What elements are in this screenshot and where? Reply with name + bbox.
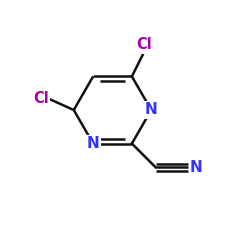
Text: N: N (145, 102, 158, 118)
Text: N: N (190, 160, 202, 175)
Text: Cl: Cl (33, 91, 49, 106)
Text: N: N (87, 136, 100, 151)
Text: Cl: Cl (136, 37, 152, 52)
